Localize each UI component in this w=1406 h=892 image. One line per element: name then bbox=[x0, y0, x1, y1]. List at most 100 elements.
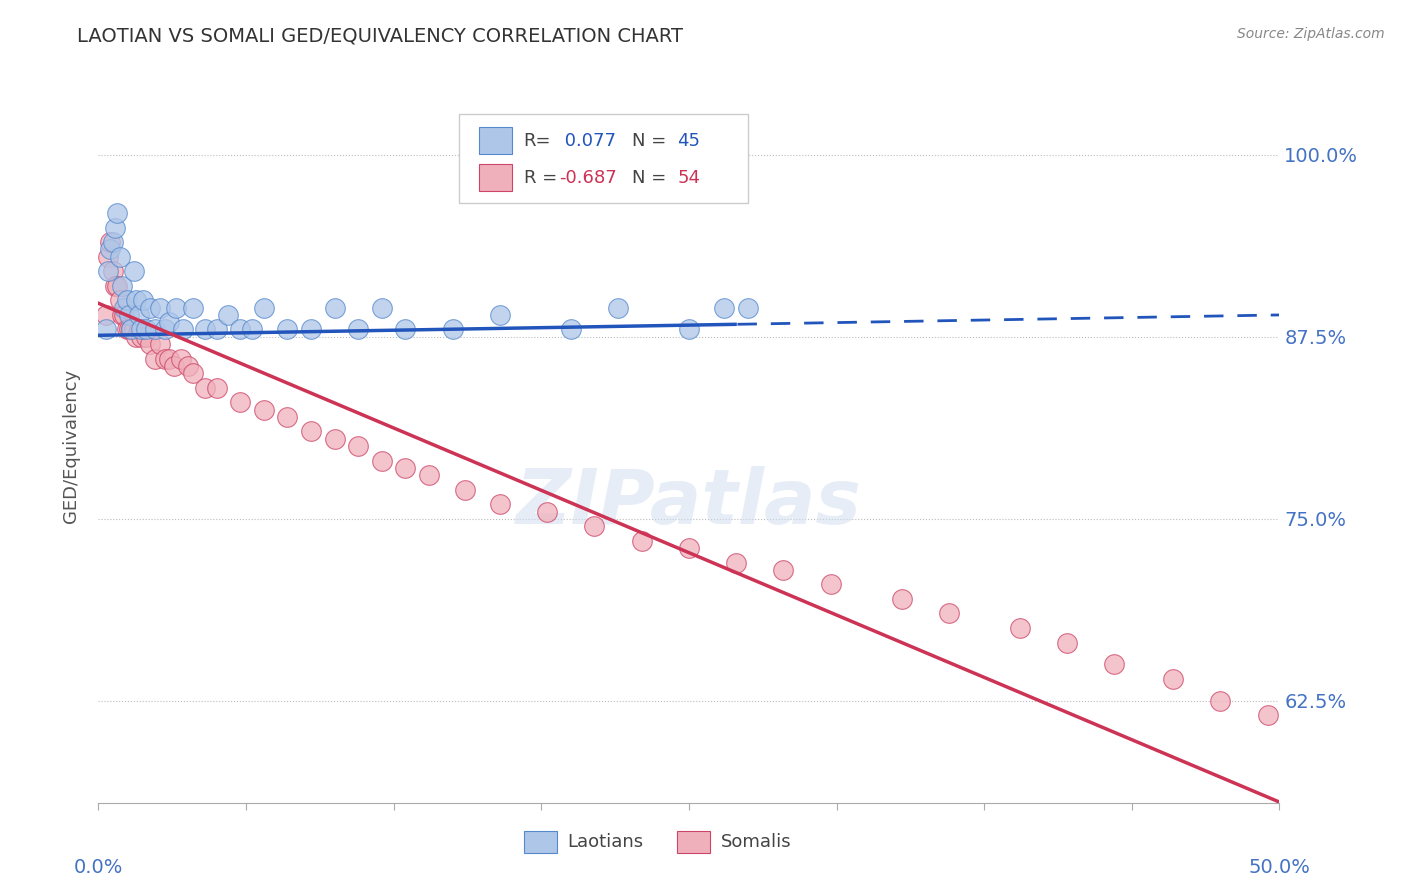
Point bbox=[132, 293, 155, 308]
Point bbox=[560, 322, 582, 336]
Point bbox=[153, 351, 176, 366]
Point bbox=[194, 322, 217, 336]
Point bbox=[125, 293, 148, 308]
Point bbox=[229, 322, 252, 336]
Point bbox=[194, 381, 217, 395]
Point bbox=[253, 402, 276, 417]
Point bbox=[94, 308, 117, 322]
Text: N =: N = bbox=[633, 169, 666, 186]
Point bbox=[105, 278, 128, 293]
Point bbox=[129, 330, 152, 344]
Text: Somalis: Somalis bbox=[721, 833, 792, 851]
Point bbox=[153, 322, 176, 336]
Point bbox=[139, 337, 162, 351]
Text: -0.687: -0.687 bbox=[560, 169, 617, 186]
Point bbox=[111, 308, 134, 322]
Text: 0.077: 0.077 bbox=[560, 132, 616, 150]
Point bbox=[104, 278, 127, 293]
Point bbox=[1209, 694, 1232, 708]
Point bbox=[737, 301, 759, 315]
Point bbox=[678, 541, 700, 555]
Point bbox=[115, 322, 138, 336]
Point bbox=[772, 563, 794, 577]
Point bbox=[143, 322, 166, 336]
Point bbox=[229, 395, 252, 409]
Text: Laotians: Laotians bbox=[567, 833, 644, 851]
Point bbox=[583, 519, 606, 533]
Point bbox=[105, 206, 128, 220]
Text: 54: 54 bbox=[678, 169, 700, 186]
Point bbox=[94, 322, 117, 336]
Point bbox=[205, 322, 228, 336]
Point bbox=[98, 235, 121, 249]
Point bbox=[129, 322, 152, 336]
Point bbox=[170, 351, 193, 366]
Bar bbox=[478, 128, 512, 154]
Point bbox=[453, 483, 475, 497]
Point bbox=[394, 460, 416, 475]
Point bbox=[536, 504, 558, 518]
Bar bbox=[523, 831, 557, 853]
Point bbox=[820, 577, 842, 591]
Point bbox=[149, 301, 172, 315]
Y-axis label: GED/Equivalency: GED/Equivalency bbox=[62, 369, 80, 523]
Point bbox=[713, 301, 735, 315]
Point bbox=[112, 301, 135, 315]
Point bbox=[172, 322, 194, 336]
Point bbox=[299, 322, 322, 336]
Point bbox=[98, 243, 121, 257]
Point bbox=[157, 315, 180, 329]
Point bbox=[163, 359, 186, 373]
Point bbox=[347, 322, 370, 336]
Point bbox=[217, 308, 239, 322]
Point bbox=[371, 301, 394, 315]
Point bbox=[347, 439, 370, 453]
Text: N =: N = bbox=[633, 132, 666, 150]
Point bbox=[97, 264, 120, 278]
Point bbox=[418, 468, 440, 483]
Point bbox=[177, 359, 200, 373]
Point bbox=[489, 308, 512, 322]
Text: ZIPatlas: ZIPatlas bbox=[516, 467, 862, 540]
Text: R =: R = bbox=[523, 169, 557, 186]
Point bbox=[122, 322, 145, 336]
Point bbox=[181, 301, 204, 315]
Point bbox=[299, 425, 322, 439]
Point bbox=[938, 607, 960, 621]
Point bbox=[240, 322, 263, 336]
FancyBboxPatch shape bbox=[458, 114, 748, 203]
Point bbox=[101, 264, 124, 278]
Text: LAOTIAN VS SOMALI GED/EQUIVALENCY CORRELATION CHART: LAOTIAN VS SOMALI GED/EQUIVALENCY CORREL… bbox=[77, 27, 683, 45]
Point bbox=[139, 301, 162, 315]
Text: 0.0%: 0.0% bbox=[73, 858, 124, 877]
Point bbox=[725, 556, 748, 570]
Point bbox=[121, 322, 143, 336]
Point bbox=[104, 220, 127, 235]
Point bbox=[181, 366, 204, 380]
Point bbox=[1257, 708, 1279, 723]
Point bbox=[253, 301, 276, 315]
Point bbox=[108, 250, 131, 264]
Point bbox=[111, 278, 134, 293]
Point bbox=[276, 322, 298, 336]
Bar bbox=[478, 164, 512, 191]
Bar bbox=[678, 831, 710, 853]
Point bbox=[118, 322, 141, 336]
Point bbox=[128, 322, 150, 336]
Point bbox=[441, 322, 464, 336]
Point bbox=[128, 308, 150, 322]
Point bbox=[121, 322, 143, 336]
Point bbox=[115, 293, 138, 308]
Point bbox=[122, 264, 145, 278]
Point bbox=[97, 250, 120, 264]
Point bbox=[135, 322, 157, 336]
Point bbox=[890, 591, 912, 606]
Point bbox=[1102, 657, 1125, 672]
Point bbox=[1161, 672, 1184, 686]
Point bbox=[607, 301, 630, 315]
Point bbox=[1008, 621, 1031, 635]
Text: 50.0%: 50.0% bbox=[1249, 858, 1310, 877]
Point bbox=[112, 308, 135, 322]
Point bbox=[1056, 635, 1078, 649]
Point bbox=[276, 409, 298, 424]
